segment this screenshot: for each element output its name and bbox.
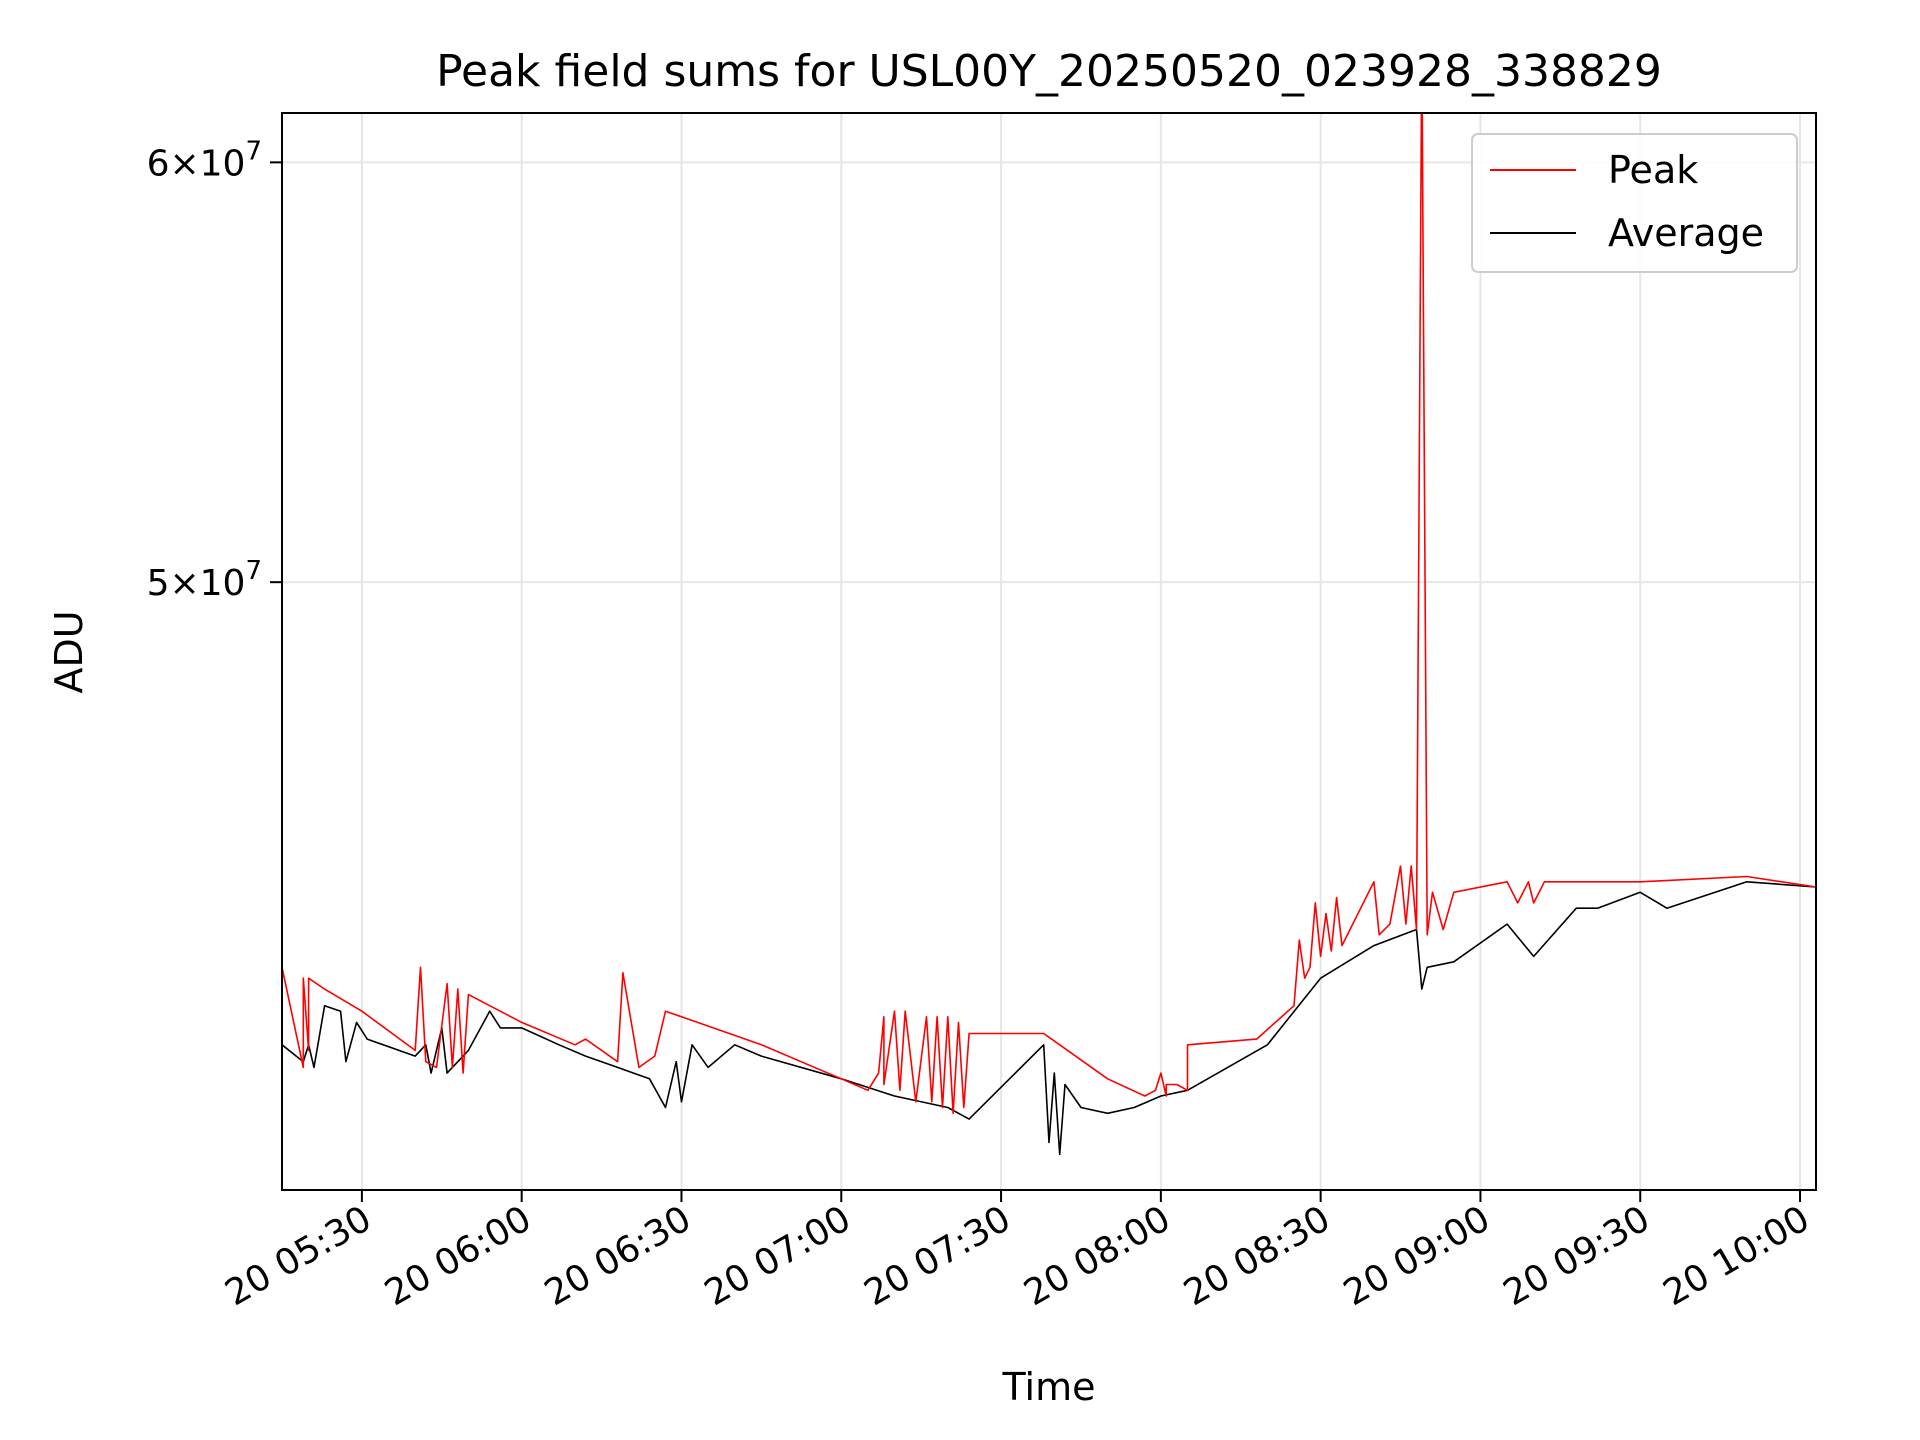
y-tick-exponent: 7 (245, 556, 262, 586)
y-tick-times: × (169, 563, 199, 604)
legend-label-average: Average (1608, 211, 1764, 255)
legend-label-peak: Peak (1608, 148, 1698, 192)
chart-title: Peak field sums for USL00Y_20250520_0239… (436, 46, 1662, 97)
legend-box (1471, 133, 1798, 273)
y-tick-exponent: 7 (245, 136, 262, 166)
series-line-peak (282, 113, 1816, 1115)
y-tick-label: 5×107 (147, 556, 262, 604)
y-axis-label: ADU (47, 610, 91, 693)
plot-frame (281, 112, 1817, 1191)
y-tick-mantissa: 5 (147, 563, 170, 604)
series-layer (282, 113, 1816, 1156)
y-tick-label: 6×107 (147, 136, 262, 184)
legend: Peak Average (1471, 133, 1798, 273)
y-tick-base: 10 (200, 143, 246, 184)
grid (282, 113, 1816, 1190)
series-line-average (282, 880, 1816, 1156)
y-tick-base: 10 (200, 563, 246, 604)
plot-area (282, 113, 1816, 1190)
y-tick-times: × (169, 143, 199, 184)
y-tick-mantissa: 6 (147, 143, 170, 184)
x-axis-label: Time (1002, 1365, 1096, 1409)
